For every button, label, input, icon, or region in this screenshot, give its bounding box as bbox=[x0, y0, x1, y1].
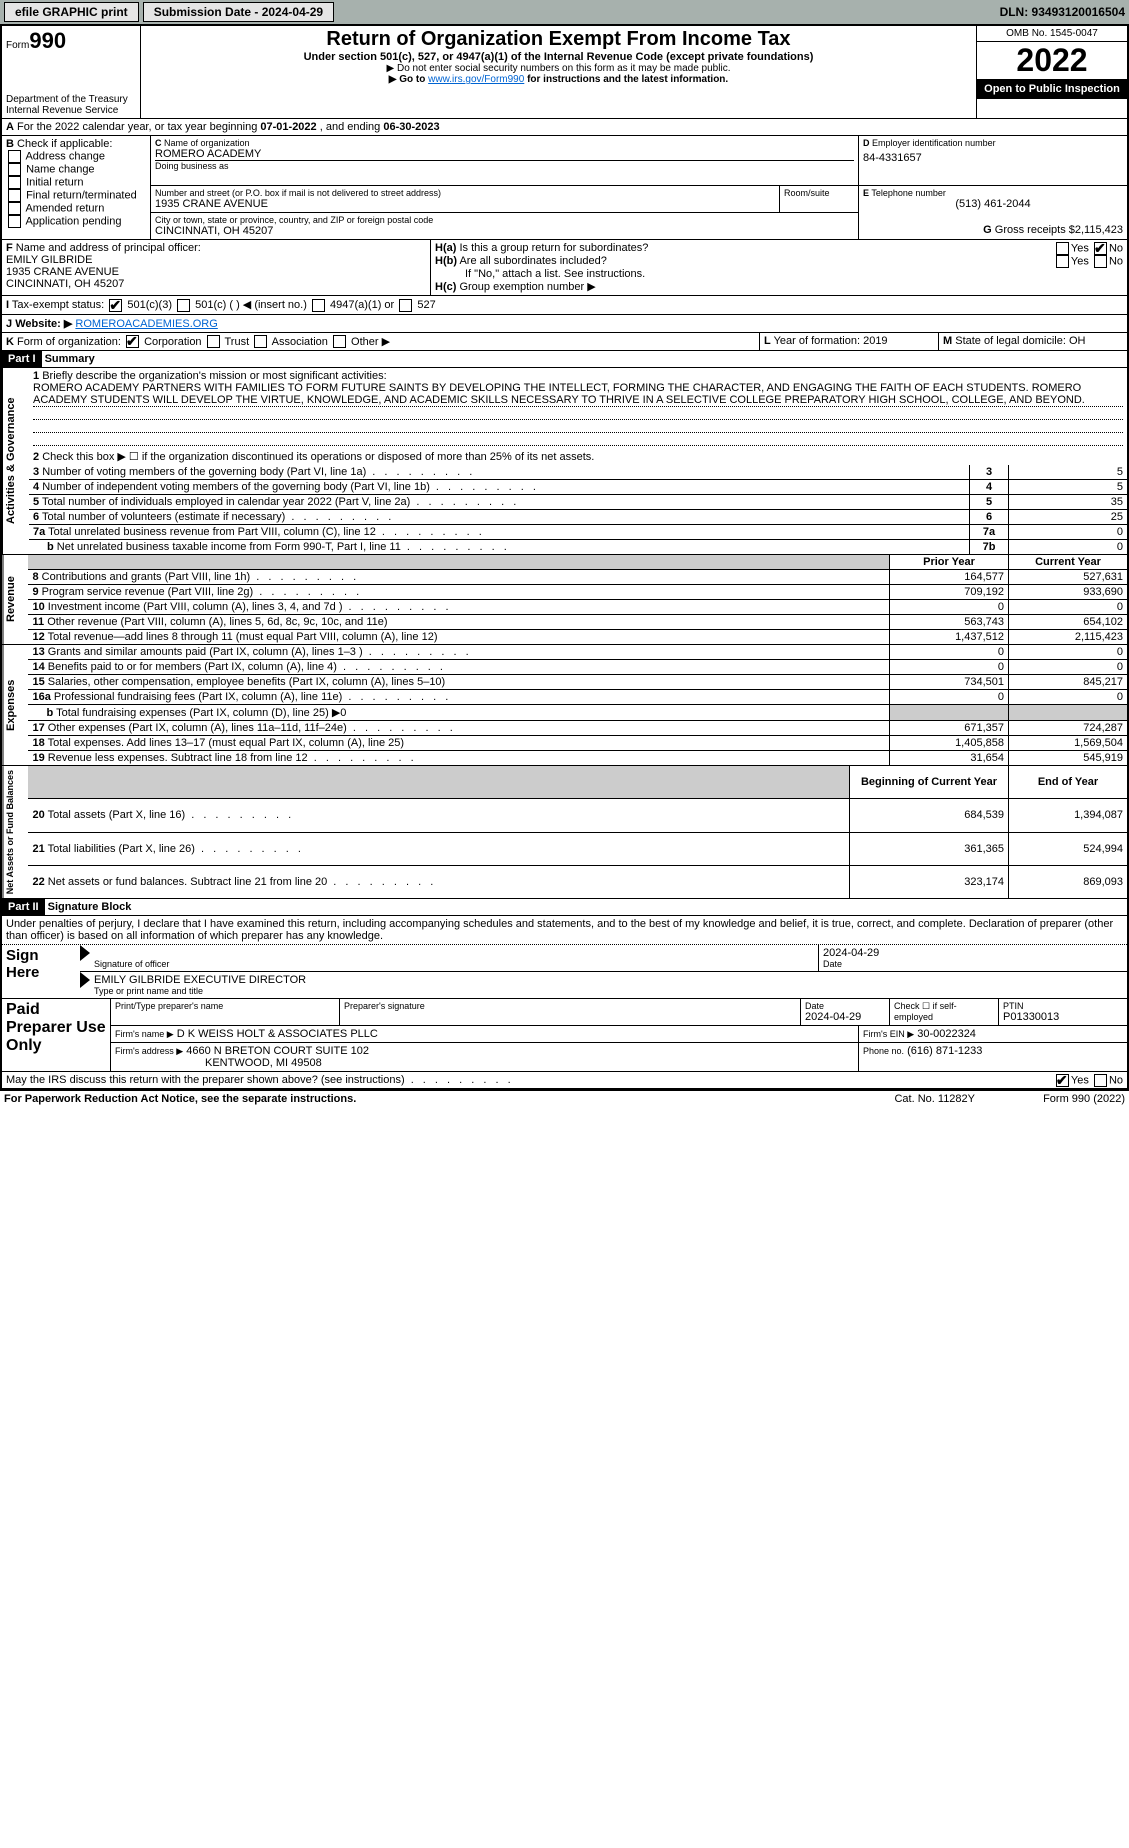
q2: 2 Check this box ▶ ☐ if the organization… bbox=[29, 448, 1127, 465]
open-public: Open to Public Inspection bbox=[977, 79, 1127, 99]
top-bar: efile GRAPHIC print Submission Date - 20… bbox=[0, 0, 1129, 24]
part2-title: Signature Block bbox=[48, 901, 132, 913]
form-header: Form990 Department of the Treasury Inter… bbox=[2, 26, 1127, 119]
section-j: J Website: ▶ ROMEROACADEMIES.ORG bbox=[2, 315, 1127, 333]
dept: Department of the Treasury bbox=[6, 94, 136, 105]
goto-pre: ▶ Go to bbox=[389, 74, 428, 85]
section-e-g: E Telephone number (513) 461-2044 G Gros… bbox=[859, 186, 1127, 239]
section-l: L Year of formation: 2019 bbox=[760, 333, 939, 351]
sign-here: Sign Here Signature of officer2024-04-29… bbox=[2, 945, 1127, 999]
omb: OMB No. 1545-0047 bbox=[977, 26, 1127, 42]
part1-title: Summary bbox=[45, 353, 95, 365]
paid-preparer: Paid Preparer Use Only Print/Type prepar… bbox=[2, 999, 1127, 1072]
section-h: H(a) Is this a group return for subordin… bbox=[431, 240, 1127, 295]
return-title: Return of Organization Exempt From Incom… bbox=[145, 28, 972, 51]
efile-label: efile GRAPHIC print bbox=[4, 2, 139, 22]
revenue-table: Prior YearCurrent Year 8 Contributions a… bbox=[28, 555, 1127, 644]
discuss-row: May the IRS discuss this return with the… bbox=[2, 1072, 1127, 1089]
submission-date: Submission Date - 2024-04-29 bbox=[143, 2, 334, 22]
mission-text: ROMERO ACADEMY PARTNERS WITH FAMILIES TO… bbox=[33, 382, 1123, 407]
q1: 1 Briefly describe the organization's mi… bbox=[29, 368, 1127, 448]
part2-hdr: Part II bbox=[2, 899, 45, 915]
section-m: M State of legal domicile: OH bbox=[939, 333, 1127, 351]
section-d: D Employer identification number 84-4331… bbox=[859, 136, 1127, 185]
goto-post: for instructions and the latest informat… bbox=[524, 74, 728, 85]
section-k: K Form of organization: Corporation Trus… bbox=[2, 333, 760, 351]
penalty-statement: Under penalties of perjury, I declare th… bbox=[2, 916, 1127, 945]
side-revenue: Revenue bbox=[2, 555, 28, 644]
section-b: B Check if applicable: Address change Na… bbox=[2, 136, 151, 239]
irs-link[interactable]: www.irs.gov/Form990 bbox=[428, 74, 524, 85]
side-expenses: Expenses bbox=[2, 645, 28, 765]
side-net: Net Assets or Fund Balances bbox=[2, 766, 28, 898]
section-c: C Name of organization ROMERO ACADEMY Do… bbox=[151, 136, 859, 185]
city-value: CINCINNATI, OH 45207 bbox=[155, 225, 854, 237]
form-number: 990 bbox=[29, 28, 66, 53]
irs: Internal Revenue Service bbox=[6, 105, 136, 116]
part1-hdr: Part I bbox=[2, 351, 42, 367]
form-word: Form bbox=[6, 40, 29, 51]
addr-label: Number and street (or P.O. box if mail i… bbox=[155, 188, 775, 198]
subtitle1: Under section 501(c), 527, or 4947(a)(1)… bbox=[145, 51, 972, 63]
section-i: I Tax-exempt status: 501(c)(3) 501(c) ( … bbox=[2, 296, 1127, 315]
website-link[interactable]: ROMEROACADEMIES.ORG bbox=[75, 318, 217, 330]
section-f: F Name and address of principal officer:… bbox=[2, 240, 431, 295]
dln: DLN: 93493120016504 bbox=[1000, 5, 1125, 19]
expenses-table: 13 Grants and similar amounts paid (Part… bbox=[28, 645, 1127, 765]
line-a: A For the 2022 calendar year, or tax yea… bbox=[2, 119, 1127, 136]
city-label: City or town, state or province, country… bbox=[155, 215, 854, 225]
footer: For Paperwork Reduction Act Notice, see … bbox=[0, 1091, 1129, 1107]
tax-year: 2022 bbox=[977, 42, 1127, 79]
side-activities: Activities & Governance bbox=[2, 368, 29, 554]
street-address: 1935 CRANE AVENUE bbox=[155, 198, 775, 210]
net-table: Beginning of Current YearEnd of Year 20 … bbox=[28, 766, 1127, 898]
subtitle2: ▶ Do not enter social security numbers o… bbox=[145, 63, 972, 74]
room-label: Room/suite bbox=[784, 188, 854, 198]
